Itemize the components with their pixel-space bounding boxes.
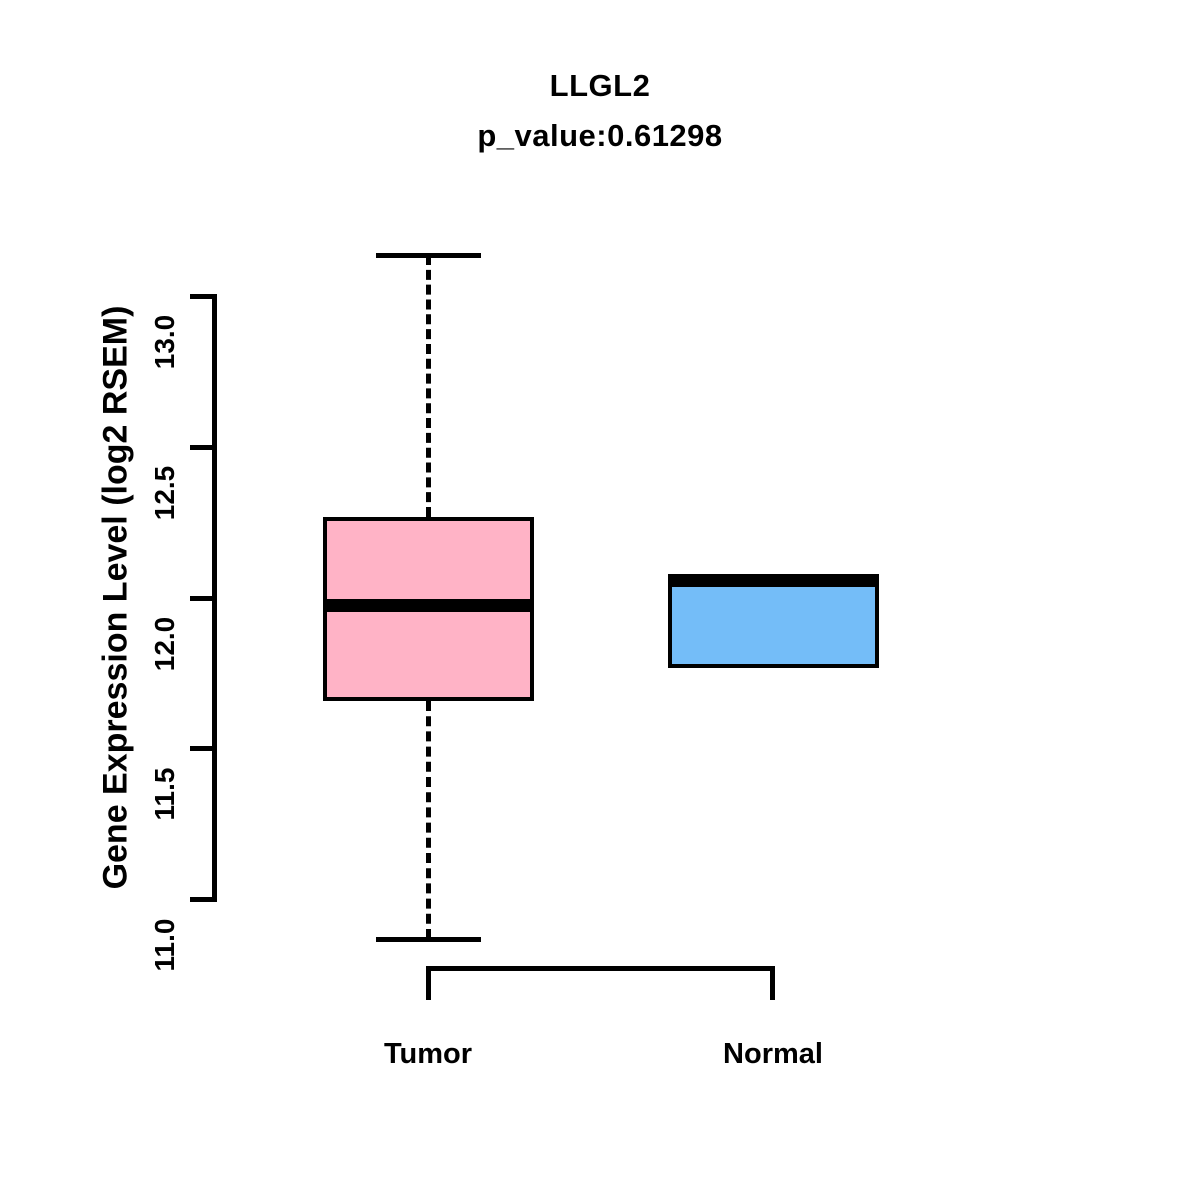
y-tick-mark-11-0 [190, 897, 212, 902]
y-tick-mark-11-5 [190, 746, 212, 751]
x-axis-label-normal: Normal [723, 1038, 823, 1070]
y-tick-mark-12-5 [190, 445, 212, 450]
y-axis-title: Gene Expression Level (log2 RSEM) [96, 305, 135, 890]
tumor-upper-whisker-line [426, 254, 431, 518]
normal-median-bar [668, 574, 879, 587]
chart-subtitle-pvalue: p_value:0.61298 [477, 118, 723, 153]
x-axis-label-tumor: Tumor [383, 1038, 473, 1070]
y-tick-label-11-5: 11.5 [149, 767, 180, 821]
x-tick-mark-tumor [426, 966, 431, 1000]
chart-title: LLGL2 [549, 68, 651, 103]
y-tick-mark-12-0 [190, 596, 212, 601]
normal-box-rect [668, 577, 879, 668]
tumor-median-bar [323, 599, 534, 612]
y-axis-line [212, 294, 217, 902]
y-tick-label-11-0: 11.0 [149, 918, 180, 972]
x-axis-line [426, 966, 775, 971]
x-tick-mark-normal [770, 966, 775, 1000]
tumor-lower-whisker-cap [376, 937, 481, 943]
y-tick-label-13-0: 13.0 [149, 314, 180, 370]
y-tick-label-12-0: 12.0 [149, 616, 180, 672]
tumor-lower-whisker-line [426, 701, 431, 940]
y-tick-mark-13-0 [190, 294, 212, 299]
y-tick-label-12-5: 12.5 [149, 465, 180, 521]
